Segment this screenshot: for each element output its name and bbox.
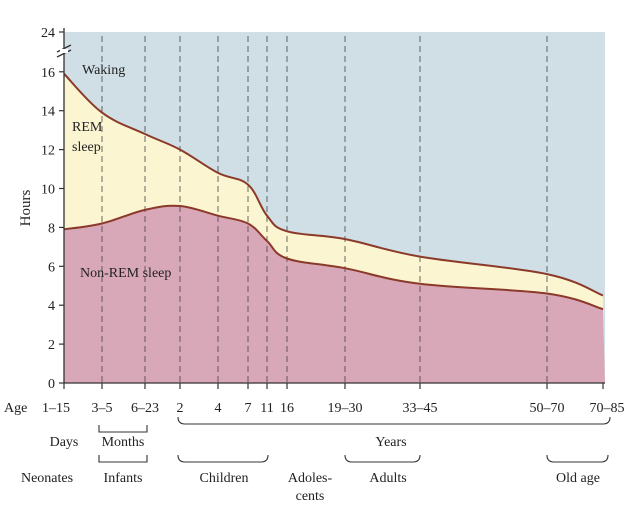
- non-rem-sleep-area: [64, 205, 605, 383]
- y-tick-label-2: 2: [48, 338, 55, 353]
- group-infants-label: Infants: [104, 471, 143, 486]
- non-rem-sleep-top-line: [63, 204, 604, 311]
- group-old-age-bracket: [546, 454, 609, 463]
- y-tick-label-16: 16: [41, 66, 55, 81]
- group-adults-label: Adults: [369, 471, 406, 486]
- x-tick-label-1: 3–5: [92, 401, 113, 416]
- x-tick-label-3: 2: [177, 401, 184, 416]
- y-axis-break-mark: [56, 44, 72, 58]
- x-tick-labels: 1–15 3–5 6–23 2 4 7 11 16 19–30 33–45 50–70 70–85 Ag…: [4, 383, 625, 416]
- group-children-bracket: [177, 454, 269, 463]
- x-tick-label-5: 7: [245, 401, 252, 416]
- group-months-bracket: [98, 425, 148, 433]
- axes: [56, 28, 605, 384]
- y-tick-label-0: 0: [48, 377, 55, 392]
- x-tick-label-4: 4: [215, 401, 222, 416]
- group-infants-bracket: [98, 455, 148, 463]
- y-tick-label-12: 12: [41, 144, 55, 159]
- group-adolescents-label-line1: Adoles-: [288, 471, 333, 486]
- waking-label: Waking: [82, 63, 125, 78]
- x-tick-label-9: 33–45: [403, 401, 438, 416]
- x-tick-label-6: 11: [260, 401, 273, 416]
- rem-sleep-top-line: [63, 73, 604, 297]
- series-areas: [64, 32, 605, 384]
- y-tick-label-6: 6: [48, 260, 55, 275]
- x-axis-prefix: Age: [4, 401, 27, 416]
- y-axis-break-gap: [60, 49, 68, 53]
- y-tick-label-10: 10: [41, 183, 55, 198]
- x-tick-label-0: 1–15: [42, 401, 70, 416]
- group-years-label: Years: [375, 435, 406, 450]
- x-tick-label-7: 16: [280, 401, 294, 416]
- y-tick-label-top: 24: [41, 26, 55, 41]
- y-tick-label-14: 14: [41, 105, 55, 120]
- y-tick-label-8: 8: [48, 221, 55, 236]
- y-tick-label-4: 4: [48, 299, 55, 314]
- x-tick-label-2: 6–23: [131, 401, 159, 416]
- y-axis-title: Hours: [18, 190, 34, 227]
- group-neonates-label: Neonates: [21, 471, 73, 486]
- group-months-label: Months: [102, 435, 145, 450]
- group-years-bracket: [177, 416, 611, 425]
- group-brackets: Days Months Years Neonates Infants Children Ad…: [21, 416, 611, 504]
- non-rem-sleep-label: Non-REM sleep: [80, 266, 171, 281]
- group-old-age-label: Old age: [556, 471, 600, 486]
- group-days-label: Days: [50, 435, 79, 450]
- group-children-label: Children: [200, 471, 249, 486]
- rem-sleep-label-line2: sleep: [72, 140, 101, 155]
- group-adults-bracket: [344, 454, 421, 463]
- series-labels: Waking REM sleep Non-REM sleep: [72, 63, 171, 281]
- series-boundaries: [63, 73, 604, 311]
- x-tick-label-8: 19–30: [328, 401, 363, 416]
- group-adolescents-label-line2: cents: [296, 489, 325, 504]
- x-tick-label-10: 50–70: [530, 401, 565, 416]
- rem-sleep-label-line1: REM: [72, 120, 103, 135]
- x-tick-label-11: 70–85: [590, 401, 625, 416]
